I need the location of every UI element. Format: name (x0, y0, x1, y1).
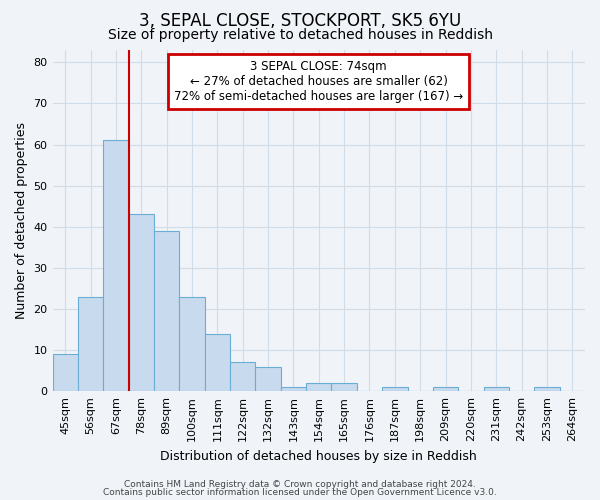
Text: 3 SEPAL CLOSE: 74sqm
← 27% of detached houses are smaller (62)
72% of semi-detac: 3 SEPAL CLOSE: 74sqm ← 27% of detached h… (174, 60, 463, 103)
Text: Contains public sector information licensed under the Open Government Licence v3: Contains public sector information licen… (103, 488, 497, 497)
Bar (484, 387, 509, 391)
Y-axis label: Number of detached properties: Number of detached properties (15, 122, 28, 319)
Bar (534, 387, 560, 391)
Bar (331, 383, 357, 391)
Bar (128, 214, 154, 391)
Text: Contains HM Land Registry data © Crown copyright and database right 2024.: Contains HM Land Registry data © Crown c… (124, 480, 476, 489)
Bar (53, 354, 78, 391)
Bar (78, 296, 103, 391)
Bar (230, 362, 256, 391)
Bar (154, 231, 179, 391)
X-axis label: Distribution of detached houses by size in Reddish: Distribution of detached houses by size … (160, 450, 477, 462)
Bar (306, 383, 331, 391)
Bar (205, 334, 230, 391)
Text: Size of property relative to detached houses in Reddish: Size of property relative to detached ho… (107, 28, 493, 42)
Bar (103, 140, 128, 391)
Text: 3, SEPAL CLOSE, STOCKPORT, SK5 6YU: 3, SEPAL CLOSE, STOCKPORT, SK5 6YU (139, 12, 461, 30)
Bar (256, 366, 281, 391)
Bar (382, 387, 407, 391)
Bar (179, 296, 205, 391)
Bar (281, 387, 306, 391)
Bar (433, 387, 458, 391)
